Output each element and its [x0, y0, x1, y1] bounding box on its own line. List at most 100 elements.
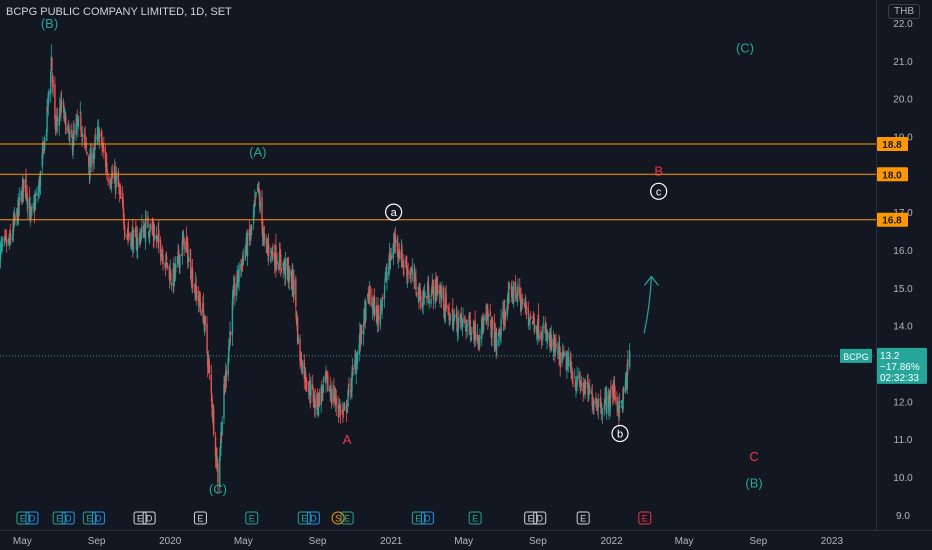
earnings-marker-icon[interactable] [193, 511, 207, 525]
candle-body [491, 324, 493, 337]
dividend-marker-icon[interactable] [420, 511, 434, 525]
candle-body [322, 385, 324, 393]
candle-body [558, 347, 561, 356]
earnings-marker-icon[interactable] [16, 511, 30, 525]
candle-body [529, 319, 531, 321]
candle-body [165, 256, 168, 260]
candle-body [37, 192, 39, 197]
candle-body [529, 315, 532, 320]
candle-body [614, 395, 616, 402]
candle-body [115, 175, 118, 180]
earnings-marker-icon[interactable] [82, 511, 96, 525]
candle-body [183, 238, 185, 250]
candle-body [544, 324, 546, 333]
candle-body [587, 381, 589, 397]
candle-body [71, 135, 74, 150]
earnings-marker-icon[interactable] [638, 511, 652, 525]
candle-body [584, 379, 586, 394]
candle-body [288, 280, 290, 281]
candle-body [68, 129, 70, 134]
candle-body [67, 124, 69, 126]
candle-body [489, 310, 491, 317]
candle-body [296, 317, 299, 344]
event-marker-label: E [301, 514, 307, 524]
event-marker-label: E [249, 514, 255, 524]
dividend-marker-icon[interactable] [533, 511, 547, 525]
candle-body [69, 132, 71, 134]
candle-body [314, 398, 316, 408]
candle-body [612, 385, 614, 396]
candle-body [101, 148, 104, 150]
candle-body [523, 303, 525, 305]
candle-body [48, 90, 50, 97]
earnings-marker-icon[interactable] [576, 511, 590, 525]
candle-body [536, 329, 539, 339]
candle-body [103, 147, 105, 153]
price-tick: 12.0 [893, 397, 913, 408]
currency-label[interactable]: THB [888, 4, 920, 19]
candle-body [72, 130, 75, 146]
dividend-marker-icon[interactable] [142, 511, 156, 525]
candle-body [571, 376, 574, 382]
candle-body [5, 240, 8, 247]
candle-body [317, 406, 319, 413]
candle-body [491, 320, 494, 324]
wave-label: b [617, 429, 623, 441]
candle-body [14, 216, 16, 221]
candle-body [520, 302, 523, 310]
candle-body [147, 232, 150, 233]
earnings-marker-icon[interactable] [524, 511, 538, 525]
candle-body [234, 282, 236, 296]
candle-body [362, 330, 365, 335]
level-price-label: 18.8 [882, 140, 902, 151]
candle-body [384, 277, 386, 283]
earnings-marker-icon[interactable] [52, 511, 66, 525]
candle-body [85, 142, 88, 149]
earnings-marker-icon[interactable] [340, 511, 354, 525]
wave-label: (C) [209, 481, 227, 496]
candle-body [181, 255, 183, 256]
candle-body [415, 278, 417, 290]
candle-body [62, 105, 65, 108]
candle-body [622, 388, 624, 410]
candle-body [310, 384, 312, 396]
candle-body [164, 266, 166, 268]
candle-body [179, 255, 181, 269]
candle-body [609, 388, 612, 407]
candle-body [487, 308, 489, 319]
candle-body [254, 199, 256, 205]
candle-body [561, 352, 563, 363]
earnings-marker-icon[interactable] [468, 511, 482, 525]
candle-body [225, 369, 228, 378]
candle-body [532, 312, 535, 321]
candle-body [299, 338, 301, 363]
projection-arrow[interactable] [643, 276, 653, 334]
earnings-marker-icon[interactable] [297, 511, 311, 525]
candle-body [55, 123, 57, 128]
candle-body [135, 234, 138, 250]
candle-body [309, 383, 311, 396]
earnings-marker-icon[interactable] [411, 511, 425, 525]
dividend-marker-icon[interactable] [25, 511, 39, 525]
candle-body [269, 257, 272, 259]
earnings-marker-icon[interactable] [245, 511, 259, 525]
event-marker-label: E [197, 514, 203, 524]
candle-body [12, 220, 14, 235]
candle-body [557, 351, 559, 354]
dividend-marker-icon[interactable] [61, 511, 75, 525]
candle-body [432, 286, 435, 300]
candle-body [84, 133, 86, 140]
candle-body [237, 272, 239, 281]
dividend-marker-icon[interactable] [91, 511, 105, 525]
candle-body [187, 242, 189, 263]
split-marker-icon[interactable] [331, 511, 345, 525]
dividend-marker-icon[interactable] [306, 511, 320, 525]
candle-body [499, 333, 501, 339]
bar-countdown: 02:32:33 [880, 373, 919, 384]
candle-body [235, 285, 238, 296]
earnings-marker-icon[interactable] [133, 511, 147, 525]
candle-body [22, 179, 25, 193]
candle-body [214, 437, 217, 457]
